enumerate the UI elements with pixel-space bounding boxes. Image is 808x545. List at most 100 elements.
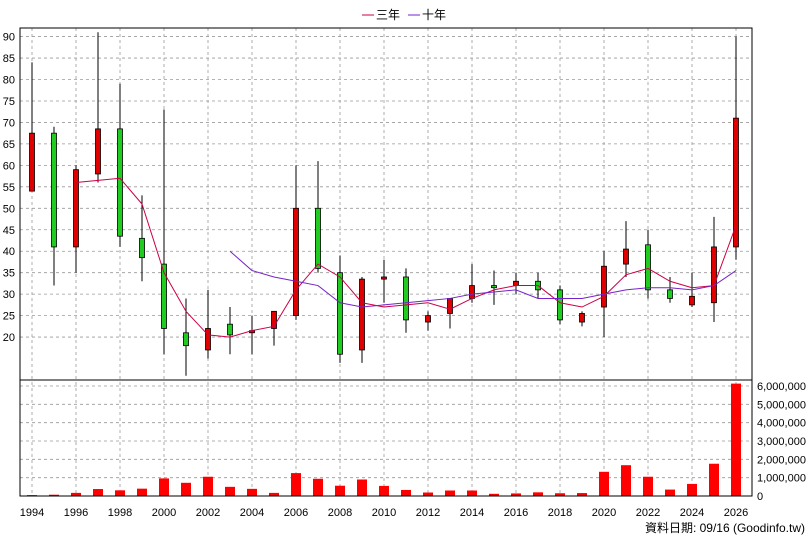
- candle-body: [29, 132, 35, 192]
- candle: [249, 315, 255, 355]
- price-tick-label: 60: [3, 160, 15, 172]
- source-footer: 資料日期: 09/16 (Goodinfo.tw): [645, 521, 805, 535]
- volume-bar: [71, 492, 81, 496]
- candle-body: [513, 280, 519, 286]
- candle: [733, 36, 739, 260]
- price-tick-label: 65: [3, 139, 15, 151]
- price-tick-label: 90: [3, 32, 15, 44]
- candle-body: [293, 207, 299, 317]
- x-tick-label: 1994: [20, 507, 44, 519]
- candle: [29, 62, 35, 192]
- volume-bar: [115, 490, 125, 496]
- candle-body: [557, 289, 563, 321]
- x-tick-label: 2002: [196, 507, 220, 519]
- candle-body: [139, 237, 145, 259]
- volume-bar: [313, 478, 323, 496]
- x-tick-label: 2004: [240, 507, 264, 519]
- volume-tick-label: 0: [757, 491, 763, 503]
- candle: [293, 165, 299, 320]
- candle-body: [711, 246, 717, 304]
- x-tick-label: 2022: [636, 507, 660, 519]
- price-tick-label: 50: [3, 203, 15, 215]
- candle-body: [315, 207, 321, 269]
- price-tick-label: 30: [3, 289, 15, 301]
- price-tick-label: 85: [3, 53, 15, 65]
- candle-body: [667, 289, 673, 299]
- x-tick-label: 2010: [372, 507, 396, 519]
- volume-bar: [511, 493, 521, 496]
- candle-body: [403, 276, 409, 321]
- candle-body: [161, 263, 167, 329]
- candle-body: [491, 285, 497, 289]
- volume-bar: [555, 493, 565, 496]
- ma3-line: [75, 177, 737, 338]
- volume-bar: [665, 489, 675, 496]
- volume-bars: [27, 383, 741, 497]
- candle: [161, 109, 167, 355]
- legend-label-ma3: 三年: [376, 8, 400, 22]
- volume-bar: [137, 488, 147, 496]
- volume-bar: [247, 488, 257, 496]
- axes: 1994 1996 1998 2000 2002 2004 2006 2008 2010 2012…: [3, 27, 806, 519]
- price-tick-label: 35: [3, 268, 15, 280]
- price-tick-label: 40: [3, 246, 15, 258]
- candle: [425, 311, 431, 331]
- candle-body: [51, 132, 57, 248]
- candle-body: [689, 295, 695, 306]
- candle: [557, 285, 563, 325]
- candle: [447, 298, 453, 329]
- volume-bar: [93, 489, 103, 496]
- candle-body: [205, 328, 211, 351]
- candle: [271, 310, 277, 346]
- price-tick-label: 80: [3, 75, 15, 87]
- candle-body: [733, 117, 739, 248]
- candle: [491, 270, 497, 305]
- volume-bar: [489, 493, 499, 496]
- volume-bar: [379, 485, 389, 496]
- volume-bar: [335, 485, 345, 496]
- x-tick-label: 2016: [504, 507, 528, 519]
- candle: [645, 229, 651, 299]
- volume-bar: [49, 494, 59, 496]
- candle: [51, 126, 57, 286]
- volume-bar: [687, 483, 697, 496]
- candle: [183, 298, 189, 376]
- candle: [337, 255, 343, 363]
- volume-bar: [357, 479, 367, 496]
- candle: [95, 32, 101, 183]
- volume-tick-label: 6,000,000: [757, 381, 806, 393]
- candle-body: [95, 128, 101, 175]
- volume-bar: [401, 489, 411, 496]
- candle: [227, 307, 233, 355]
- volume-bar: [621, 465, 631, 496]
- candle-body: [117, 128, 123, 237]
- x-tick-label: 1998: [108, 507, 132, 519]
- volume-bar: [269, 492, 279, 496]
- volume-bar: [533, 492, 543, 496]
- volume-bar: [467, 490, 477, 496]
- candle-body: [73, 169, 79, 248]
- volume-bar: [599, 471, 609, 496]
- volume-tick-label: 4,000,000: [757, 418, 806, 430]
- candle-body: [601, 265, 607, 308]
- price-tick-label: 75: [3, 96, 15, 108]
- candle-body: [623, 248, 629, 265]
- volume-tick-label: 1,000,000: [757, 473, 806, 485]
- volume-bar: [225, 486, 235, 496]
- x-tick-label: 2014: [460, 507, 484, 519]
- candle-body: [579, 313, 585, 323]
- candle: [117, 83, 123, 247]
- price-tick-label: 20: [3, 332, 15, 344]
- volume-bar: [159, 478, 169, 496]
- price-tick-label: 25: [3, 311, 15, 323]
- volume-bar: [291, 473, 301, 496]
- candle: [403, 268, 409, 333]
- candle-body: [645, 244, 651, 291]
- volume-tick-label: 3,000,000: [757, 436, 806, 448]
- candle-body: [469, 285, 475, 299]
- candle-body: [381, 276, 387, 280]
- grid: [20, 28, 752, 496]
- x-tick-label: 2006: [284, 507, 308, 519]
- volume-bar: [181, 482, 191, 496]
- candle: [381, 259, 387, 303]
